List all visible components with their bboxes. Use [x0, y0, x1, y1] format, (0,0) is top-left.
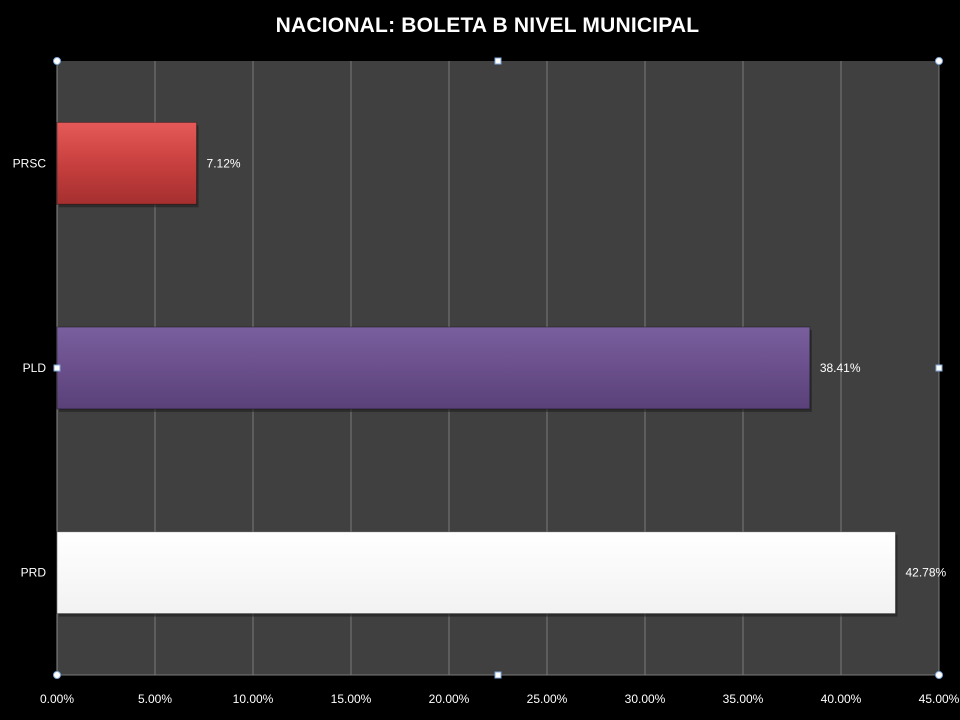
x-tick-label: 25.00% — [527, 692, 568, 706]
x-tick-labels: 0.00% 5.00% 10.00% 15.00% 20.00% 25.00% 30.00%… — [40, 692, 960, 706]
data-label-prsc: 7.12% — [207, 156, 241, 170]
data-labels: 7.12% 38.41% 42.78% — [207, 156, 947, 579]
x-tick-label: 5.00% — [138, 692, 172, 706]
resize-handle[interactable] — [494, 57, 502, 65]
x-tick-label: 45.00% — [919, 692, 960, 706]
bar-pld — [56, 326, 811, 410]
bar-prsc — [56, 121, 198, 205]
x-tick-label: 20.00% — [429, 692, 470, 706]
x-tick-label: 35.00% — [723, 692, 764, 706]
category-label-pld: PLD — [23, 361, 47, 375]
selection-handles — [53, 57, 943, 679]
category-label-prsc: PRSC — [13, 156, 47, 170]
resize-handle[interactable] — [935, 364, 943, 372]
resize-handle[interactable] — [935, 671, 943, 679]
x-tick-label: 15.00% — [331, 692, 372, 706]
resize-handle[interactable] — [494, 671, 502, 679]
x-tick-label: 0.00% — [40, 692, 74, 706]
data-label-prd: 42.78% — [905, 566, 946, 580]
bars — [56, 121, 898, 617]
data-label-pld: 38.41% — [820, 361, 861, 375]
resize-handle[interactable] — [935, 57, 943, 65]
bar-prd — [56, 531, 896, 615]
resize-handle[interactable] — [53, 364, 61, 372]
category-label-prd: PRD — [21, 566, 47, 580]
x-tick-label: 40.00% — [821, 692, 862, 706]
x-tick-label: 10.00% — [233, 692, 274, 706]
resize-handle[interactable] — [53, 57, 61, 65]
chart-title: NACIONAL: BOLETA B NIVEL MUNICIPAL — [275, 14, 700, 37]
category-labels: PRSC PLD PRD — [13, 156, 47, 579]
x-tick-label: 30.00% — [625, 692, 666, 706]
resize-handle[interactable] — [53, 671, 61, 679]
